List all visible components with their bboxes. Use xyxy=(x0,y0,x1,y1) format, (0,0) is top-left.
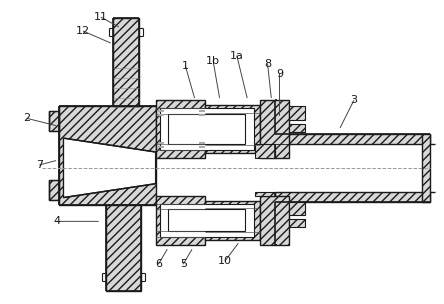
Text: 11: 11 xyxy=(94,12,108,22)
Text: 8: 8 xyxy=(264,59,271,69)
Bar xyxy=(205,105,260,153)
Bar xyxy=(59,106,155,205)
Bar xyxy=(205,201,260,240)
Text: 5: 5 xyxy=(180,259,187,269)
Bar xyxy=(289,106,305,120)
Bar xyxy=(289,219,305,227)
Text: 1a: 1a xyxy=(230,51,244,61)
Bar xyxy=(48,180,59,199)
Text: 9: 9 xyxy=(276,69,283,79)
Polygon shape xyxy=(63,138,155,198)
Bar xyxy=(113,18,139,106)
Text: 6: 6 xyxy=(155,259,162,269)
Text: 1: 1 xyxy=(182,61,189,71)
Bar xyxy=(422,134,430,202)
Bar xyxy=(106,205,141,291)
Bar xyxy=(159,109,254,150)
Text: 1b: 1b xyxy=(206,56,220,66)
Bar xyxy=(289,202,305,216)
Text: 7: 7 xyxy=(36,160,43,170)
Bar xyxy=(274,134,430,144)
Text: 10: 10 xyxy=(218,256,232,266)
Bar xyxy=(255,144,274,158)
Text: 12: 12 xyxy=(76,26,90,36)
Bar xyxy=(274,192,430,202)
Bar xyxy=(155,195,205,245)
Bar xyxy=(255,192,274,195)
Bar xyxy=(260,101,289,158)
Text: 2: 2 xyxy=(23,113,30,123)
Bar xyxy=(167,209,245,231)
Bar xyxy=(260,195,289,245)
Bar xyxy=(155,101,205,158)
Bar xyxy=(289,124,305,132)
Bar xyxy=(167,114,245,144)
Text: 4: 4 xyxy=(53,216,60,226)
Bar xyxy=(48,111,59,131)
Text: 3: 3 xyxy=(350,95,357,105)
Bar xyxy=(159,203,254,237)
